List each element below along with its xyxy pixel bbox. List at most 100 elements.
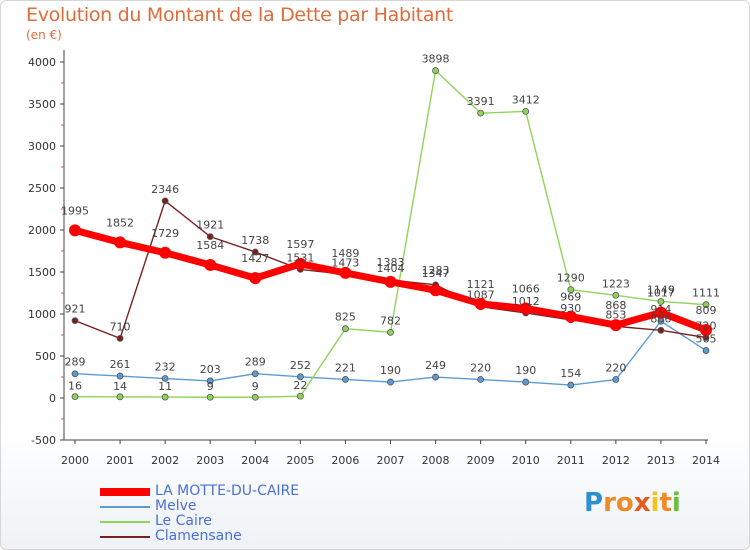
data-label: 1473 — [331, 256, 359, 269]
logo-letter: o — [615, 488, 634, 518]
chart-subtitle: (en €) — [26, 28, 62, 42]
x-tick-label: 2005 — [286, 454, 314, 467]
legend-label: Le Caire — [155, 513, 212, 529]
data-label: 809 — [696, 304, 717, 317]
y-tick-label: -500 — [31, 434, 56, 447]
y-tick-label: 0 — [49, 392, 56, 405]
x-tick-label: 2009 — [467, 454, 495, 467]
data-point — [69, 224, 81, 237]
x-tick-label: 2002 — [151, 454, 179, 467]
data-point — [71, 393, 79, 401]
data-point — [71, 317, 79, 325]
data-point — [612, 291, 620, 299]
data-point — [387, 378, 394, 386]
data-point — [567, 286, 575, 294]
data-point — [251, 370, 259, 378]
data-label: 11 — [158, 380, 172, 393]
data-label: 16 — [68, 380, 82, 393]
legend-swatch — [100, 536, 150, 538]
data-point — [522, 107, 530, 115]
logo-letter: i — [650, 488, 660, 518]
data-point — [159, 246, 172, 259]
x-tick-label: 2004 — [241, 454, 269, 467]
data-label: 220 — [605, 362, 626, 375]
data-label: 1111 — [692, 287, 720, 300]
data-label: 565 — [696, 333, 717, 346]
x-tick-label: 2001 — [106, 454, 134, 467]
data-label: 868 — [605, 299, 626, 312]
data-point — [654, 306, 667, 319]
x-tick-label: 2000 — [61, 454, 89, 467]
legend-label: Melve — [155, 498, 197, 514]
data-label: 1066 — [512, 282, 540, 295]
logo-letter: P — [584, 488, 604, 518]
data-label: 921 — [65, 303, 86, 316]
data-point — [71, 370, 79, 378]
x-tick-label: 2014 — [692, 454, 720, 467]
y-tick-label: 2000 — [28, 224, 56, 237]
data-label: 22 — [293, 379, 307, 392]
x-tick-label: 2007 — [377, 454, 405, 467]
data-label: 806 — [650, 312, 671, 325]
data-point — [251, 248, 259, 256]
data-point — [342, 325, 349, 333]
data-point — [612, 376, 620, 383]
data-label: 154 — [560, 367, 581, 380]
data-point — [251, 393, 259, 401]
y-tick-label: 3000 — [28, 140, 56, 153]
data-label: 249 — [425, 359, 446, 372]
legend-swatch — [100, 506, 150, 508]
x-tick-label: 2003 — [196, 454, 224, 467]
data-point — [161, 197, 169, 205]
data-point — [522, 378, 530, 386]
x-tick-label: 2008 — [422, 454, 450, 467]
data-label: 1738 — [241, 234, 269, 247]
x-tick-label: 2010 — [512, 454, 540, 467]
data-point — [657, 326, 665, 334]
data-label: 1121 — [467, 278, 495, 291]
legend-label: LA MOTTE-DU-CAIRE — [155, 483, 300, 499]
data-label: 1489 — [331, 247, 359, 260]
data-label: 930 — [560, 302, 581, 315]
legend-swatch — [100, 521, 150, 523]
data-label: 1584 — [196, 239, 224, 252]
proxiti-logo: Proxiti — [584, 488, 681, 518]
data-point — [206, 377, 214, 385]
data-point — [609, 319, 622, 332]
data-label: 1995 — [61, 204, 89, 217]
data-label: 289 — [65, 356, 86, 369]
logo-letter: x — [633, 488, 651, 518]
x-tick-label: 2013 — [647, 454, 675, 467]
data-point — [477, 109, 485, 117]
legend-item-la-motte-du-caire: LA MOTTE-DU-CAIRE — [100, 483, 360, 500]
legend-item-melve: Melve — [100, 498, 360, 515]
data-label: 14 — [113, 380, 127, 393]
data-label: 1531 — [286, 251, 314, 264]
data-point — [206, 233, 214, 241]
y-tick-label: 1500 — [28, 266, 56, 279]
data-label: 1383 — [377, 256, 405, 269]
data-point — [294, 257, 307, 270]
data-label: 1404 — [377, 262, 405, 275]
data-label: 1283 — [422, 264, 450, 277]
data-label: 2346 — [151, 183, 179, 196]
data-point — [384, 275, 397, 288]
chart-title: Evolution du Montant de la Dette par Hab… — [26, 4, 454, 26]
data-label: 1597 — [286, 238, 314, 251]
data-label: 190 — [380, 364, 401, 377]
data-label: 1347 — [422, 267, 450, 280]
data-label: 190 — [515, 364, 536, 377]
y-tick-label: 2500 — [28, 182, 56, 195]
legend-label: Clamensane — [155, 528, 242, 544]
data-point — [564, 310, 577, 323]
data-point — [342, 376, 349, 383]
data-point — [116, 393, 124, 401]
x-tick-label: 2006 — [331, 454, 359, 467]
y-tick-label: 3500 — [28, 98, 56, 111]
data-label: 261 — [110, 358, 131, 371]
data-label: 232 — [155, 361, 176, 374]
legend-item-le-caire: Le Caire — [100, 513, 360, 530]
x-tick-label: 2011 — [557, 454, 585, 467]
y-tick-label: 4000 — [28, 56, 56, 69]
